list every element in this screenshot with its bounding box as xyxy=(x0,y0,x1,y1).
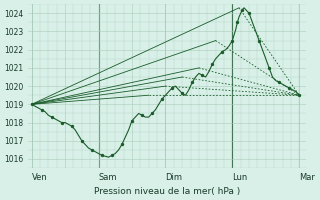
Point xyxy=(210,63,215,66)
Text: Ven: Ven xyxy=(32,173,47,182)
Point xyxy=(119,143,124,146)
Point xyxy=(149,112,155,115)
Point xyxy=(79,139,84,142)
Point xyxy=(230,39,235,42)
Text: Sam: Sam xyxy=(99,173,117,182)
Point xyxy=(267,66,272,70)
Point xyxy=(240,8,245,11)
Point xyxy=(89,148,94,151)
Point xyxy=(39,108,44,111)
Point xyxy=(235,21,240,24)
Point xyxy=(257,39,262,42)
Point xyxy=(200,74,205,77)
X-axis label: Pression niveau de la mer( hPa ): Pression niveau de la mer( hPa ) xyxy=(94,187,240,196)
Text: Mar: Mar xyxy=(299,173,315,182)
Point xyxy=(276,81,282,84)
Point xyxy=(59,121,64,124)
Point xyxy=(287,86,292,90)
Point xyxy=(109,154,115,157)
Point xyxy=(49,115,54,119)
Point xyxy=(99,154,104,157)
Point xyxy=(190,81,195,84)
Point xyxy=(246,12,252,15)
Point xyxy=(297,94,302,97)
Point xyxy=(160,97,165,100)
Point xyxy=(170,86,175,90)
Point xyxy=(29,103,34,106)
Point xyxy=(69,125,74,128)
Text: Lun: Lun xyxy=(232,173,248,182)
Point xyxy=(180,92,185,95)
Point xyxy=(129,119,134,122)
Text: Dim: Dim xyxy=(165,173,182,182)
Point xyxy=(140,114,145,117)
Point xyxy=(220,50,225,53)
